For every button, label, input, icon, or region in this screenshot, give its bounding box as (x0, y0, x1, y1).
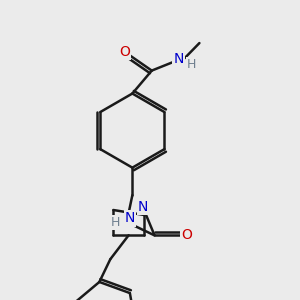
Text: O: O (119, 45, 130, 59)
Text: H: H (187, 58, 196, 71)
Text: N: N (138, 200, 148, 214)
Text: N: N (173, 52, 184, 66)
Text: N: N (125, 212, 135, 226)
Text: O: O (181, 228, 192, 242)
Text: H: H (111, 216, 121, 229)
